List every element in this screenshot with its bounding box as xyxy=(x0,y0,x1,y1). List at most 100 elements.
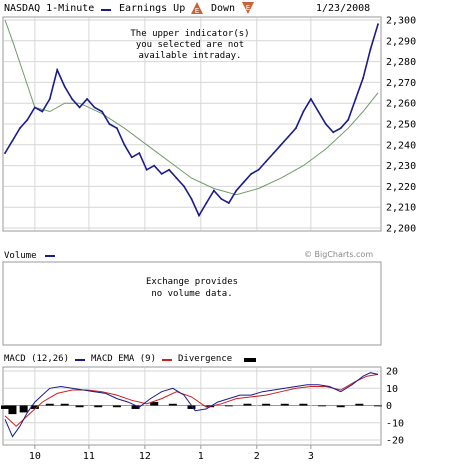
price-point xyxy=(175,177,178,179)
watermark-text: © BigCharts.com xyxy=(304,250,374,259)
divergence-bar xyxy=(131,405,140,409)
earnings-down-icon: E xyxy=(242,2,254,14)
price-y-axis: 2,200 2,210 2,220 2,230 2,240 2,250 2,260 2,270… xyxy=(386,16,416,235)
price-point xyxy=(41,110,44,113)
price-point xyxy=(130,156,133,159)
price-point xyxy=(71,98,74,100)
price-point xyxy=(265,160,267,163)
divergence-bar xyxy=(243,403,252,406)
price-point xyxy=(123,143,126,146)
divergence-bar xyxy=(75,405,84,408)
price-point xyxy=(198,214,200,217)
price-point xyxy=(317,110,320,113)
divergence-bar xyxy=(112,405,121,408)
price-point xyxy=(11,139,14,142)
upper-notice-line-3: available intraday. xyxy=(138,51,242,61)
upper-indicator-notice: The upper indicator(s) you selected are … xyxy=(100,29,280,62)
macd-y-tick-label: -20 xyxy=(386,436,404,447)
price-y-tick-label: 2,250 xyxy=(386,120,416,131)
price-point xyxy=(19,127,21,130)
divergence-bar xyxy=(336,405,345,408)
price-point xyxy=(160,173,163,175)
macd-y-tick-label: 10 xyxy=(386,384,398,395)
divergence-bar xyxy=(168,403,177,406)
price-point xyxy=(235,189,238,192)
volume-legend-swatch xyxy=(45,255,55,257)
price-point xyxy=(309,98,312,100)
price-point xyxy=(138,152,141,155)
x-tick-label: 12 xyxy=(139,451,151,462)
price-point xyxy=(347,118,350,121)
divergence-bar xyxy=(1,405,9,409)
price-point xyxy=(116,127,118,130)
price-y-tick-label: 2,230 xyxy=(386,161,416,172)
price-point xyxy=(295,127,297,130)
price-point xyxy=(220,197,223,200)
price-y-tick-label: 2,200 xyxy=(386,224,416,235)
upper-notice-line-1: The upper indicator(s) xyxy=(130,29,250,39)
legend-earnings-up: Earnings Up xyxy=(119,3,186,14)
legend-down: Down xyxy=(211,3,236,14)
divergence-bars xyxy=(1,402,382,415)
divergence-bar xyxy=(224,405,233,407)
price-point xyxy=(205,202,208,204)
price-y-tick-label: 2,290 xyxy=(386,36,416,47)
chart-title: NASDAQ 1-Minute xyxy=(4,3,95,14)
price-point xyxy=(369,48,372,51)
price-point xyxy=(26,118,29,121)
volume-panel xyxy=(2,261,382,346)
divergence-bar xyxy=(60,403,69,406)
price-point xyxy=(108,123,111,125)
upper-notice-line-2: you selected are not xyxy=(135,40,245,50)
macd-y-tick-label: 0 xyxy=(386,401,392,412)
bigcharts-logo-icon: © BigCharts.com xyxy=(304,250,373,259)
divergence-bar xyxy=(299,403,308,406)
price-point xyxy=(145,168,148,171)
divergence-bar xyxy=(280,403,289,406)
macd-y-axis: 20 10 0 -10 -20 xyxy=(386,367,404,447)
divergence-bar xyxy=(8,405,17,415)
price-legend-swatch xyxy=(101,9,111,11)
price-y-tick-label: 2,210 xyxy=(386,203,416,214)
x-tick-label: 11 xyxy=(83,451,95,462)
divergence-bar xyxy=(318,405,327,407)
price-point xyxy=(4,152,6,155)
macd-y-tick-label: -10 xyxy=(386,418,404,429)
divergence-bar xyxy=(262,403,271,406)
time-x-axis: 10 11 12 1 2 3 xyxy=(29,445,314,462)
price-point xyxy=(183,185,185,188)
x-tick-label: 3 xyxy=(308,451,314,462)
price-y-tick-label: 2,220 xyxy=(386,182,416,193)
svg-text:E: E xyxy=(195,7,199,14)
divergence-bar xyxy=(374,405,382,407)
price-point xyxy=(272,152,275,155)
price-point xyxy=(93,106,96,109)
earnings-up-icon: E xyxy=(191,2,203,14)
price-point xyxy=(86,98,88,100)
macd-y-tick-label: 20 xyxy=(386,367,398,378)
volume-notice-line-2: no volume data. xyxy=(151,289,233,299)
price-point xyxy=(153,164,156,167)
price-point xyxy=(242,181,245,184)
macd-panel: 20 10 0 -10 -20 xyxy=(1,366,404,447)
price-point xyxy=(324,123,327,125)
divergence-bar xyxy=(187,405,196,409)
price-y-tick-label: 2,240 xyxy=(386,140,416,151)
divergence-bar xyxy=(45,403,54,406)
price-point xyxy=(332,131,335,134)
price-point xyxy=(33,106,36,109)
price-point xyxy=(377,23,379,26)
price-point xyxy=(227,202,230,204)
price-point xyxy=(250,173,253,175)
divergence-legend-swatch xyxy=(244,358,256,362)
price-y-tick-label: 2,300 xyxy=(386,16,416,27)
price-point xyxy=(362,77,364,80)
macd-legend-label: MACD (12,26) xyxy=(4,354,70,364)
macd-legend-swatch xyxy=(75,359,85,361)
price-y-tick-label: 2,260 xyxy=(386,99,416,110)
price-points xyxy=(4,23,379,217)
price-point xyxy=(56,69,59,71)
price-y-tick-label: 2,280 xyxy=(386,57,416,68)
svg-text:E: E xyxy=(246,4,250,12)
